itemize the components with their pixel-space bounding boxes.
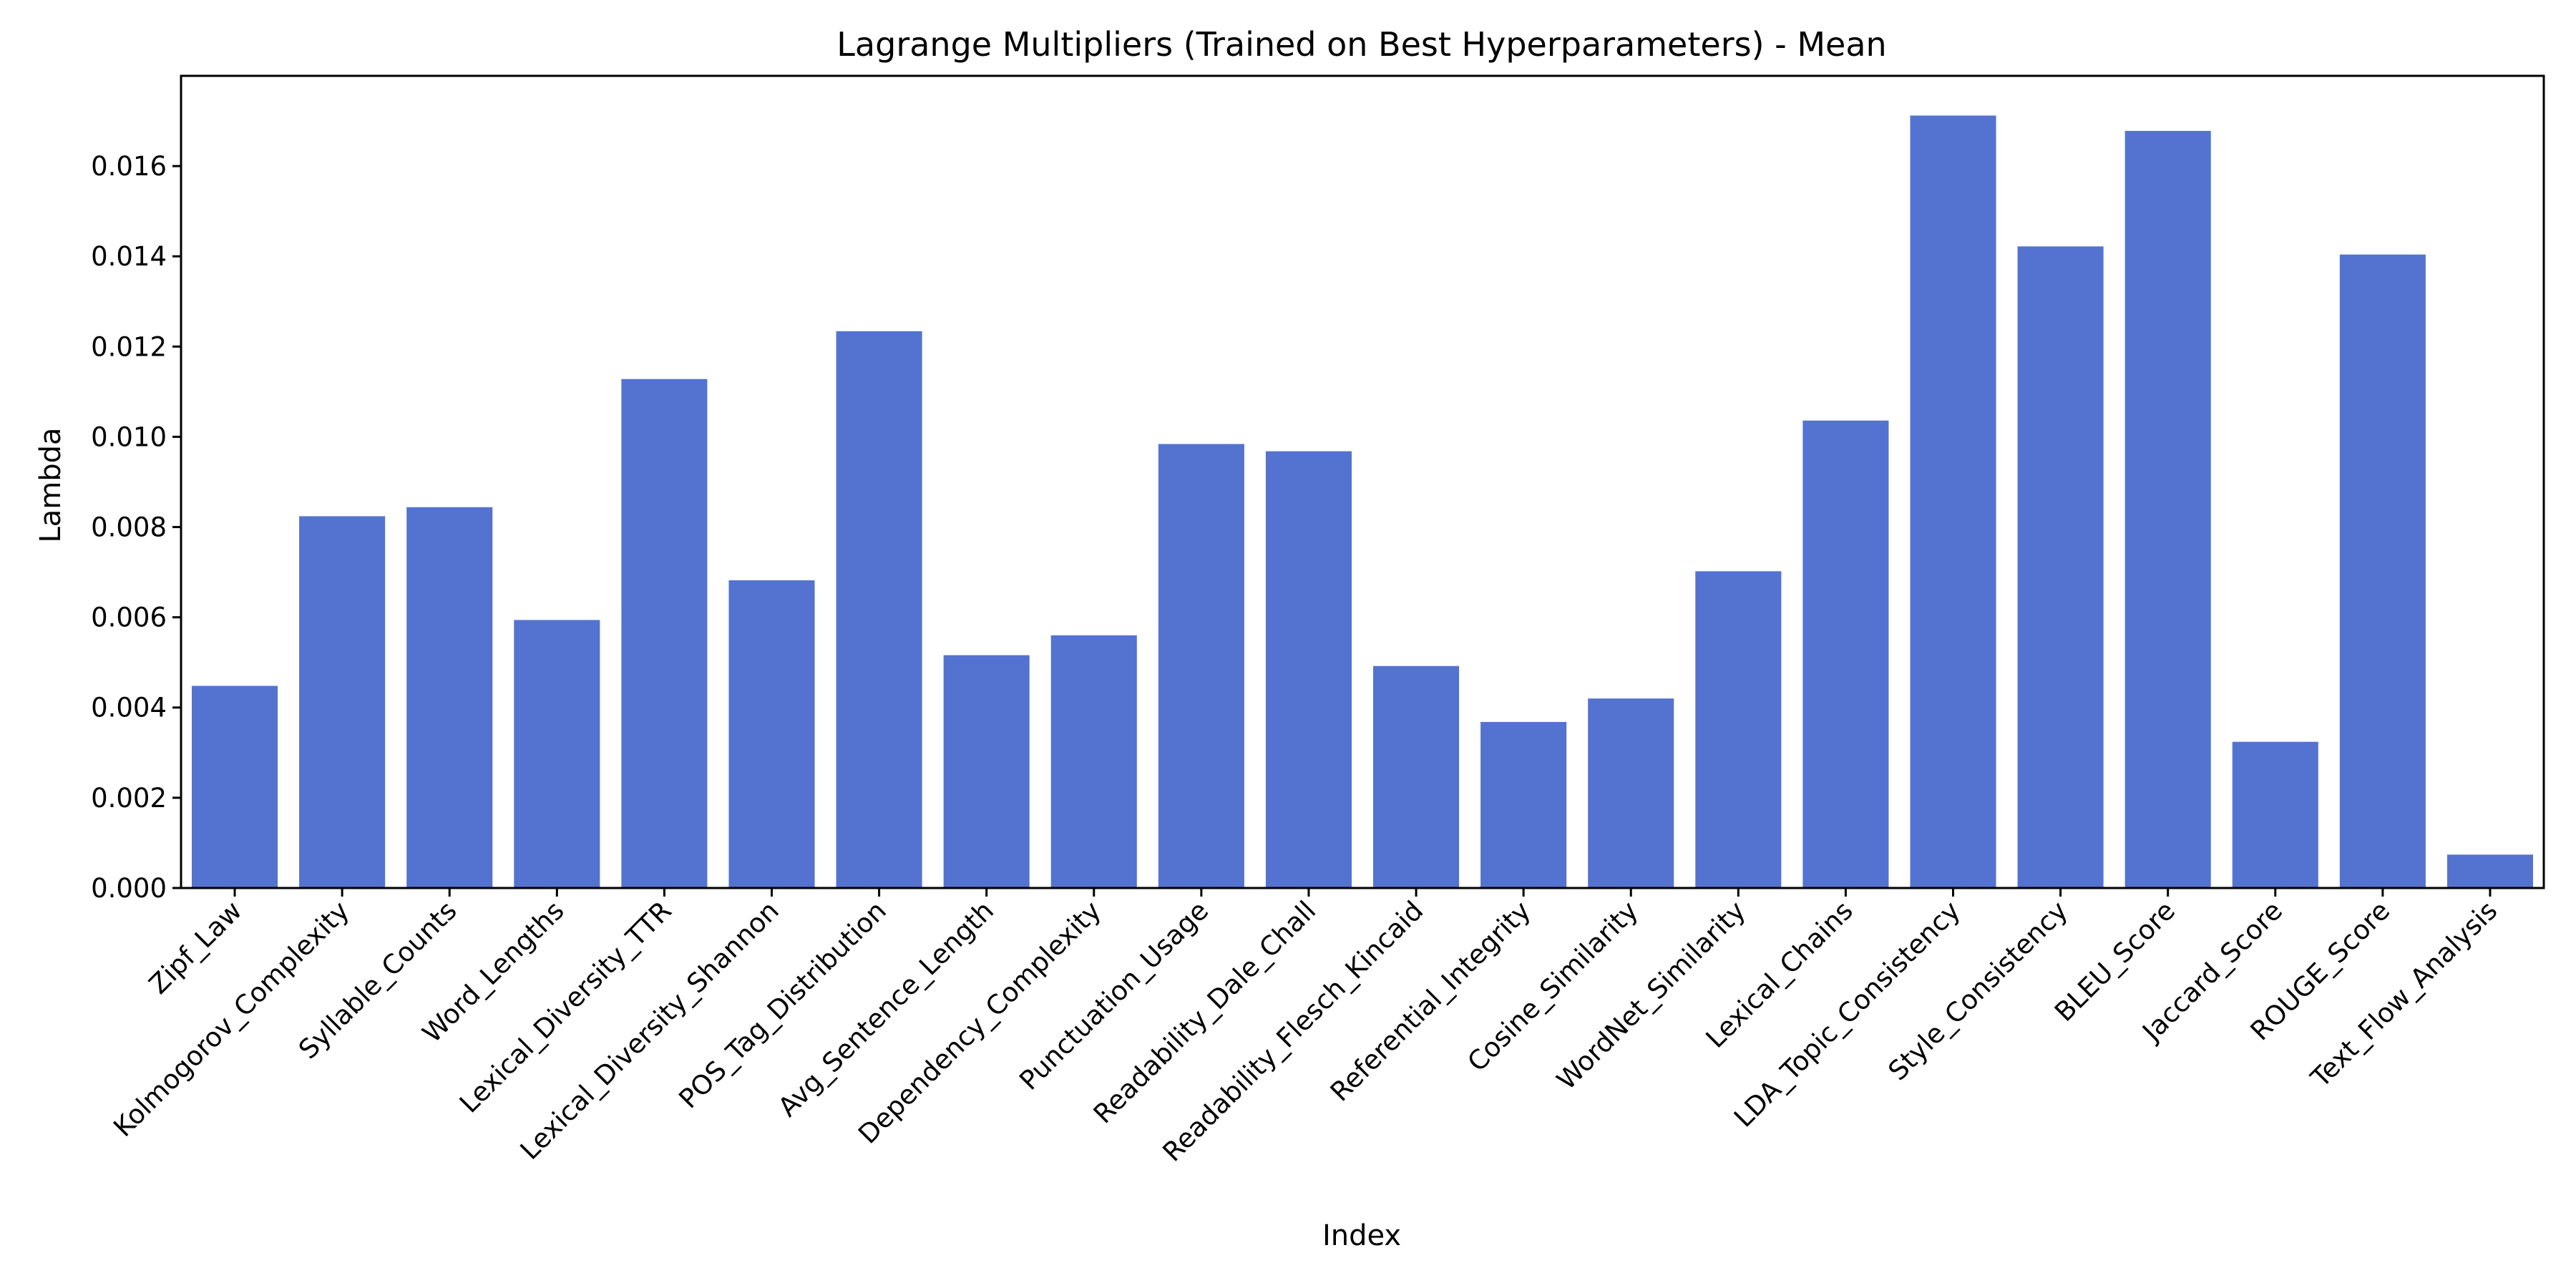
bar-wordnet-similarity (1695, 571, 1782, 888)
y-tick-label: 0.010 (91, 421, 167, 452)
bar-readability-dale-chall (1265, 451, 1352, 888)
x-tick-label: Zipf_Law (143, 895, 248, 1000)
bar-jaccard-score (2232, 741, 2318, 888)
bar-readability-flesch-kincaid (1373, 665, 1460, 888)
y-tick-label: 0.012 (91, 331, 167, 362)
x-tick-label: Text_Flow_Analysis (2305, 895, 2504, 1094)
x-tick-label: Style_Consistency (1883, 895, 2074, 1086)
bar-lexical-diversity-shannon (728, 580, 815, 888)
bar-avg-sentence-length (943, 655, 1030, 888)
y-tick-label: 0.002 (91, 783, 167, 814)
y-tick-label: 0.016 (91, 151, 167, 182)
x-tick-label: POS_Tag_Distribution (673, 895, 892, 1114)
y-tick-label: 0.000 (91, 873, 167, 904)
bar-cosine-similarity (1588, 698, 1674, 888)
bar-referential-integrity (1480, 721, 1567, 888)
y-tick-label: 0.008 (91, 512, 167, 543)
bar-zipf-law (192, 686, 278, 888)
bar-pos-tag-distribution (836, 331, 922, 889)
x-tick-label: Punctuation_Usage (1013, 895, 1214, 1096)
bar-bleu-score (2124, 130, 2211, 889)
x-axis-label: Index (1322, 1219, 1401, 1252)
bar-word-lengths (514, 620, 600, 888)
bar-text-flow-analysis (2446, 854, 2533, 888)
chart-title: Lagrange Multipliers (Trained on Best Hy… (836, 25, 1886, 64)
y-tick-label: 0.014 (91, 241, 167, 272)
plot-frame (180, 74, 2545, 889)
y-ticks-group: 0.000 0.002 0.004 0.006 0.008 0.010 0.012 0.014… (91, 151, 181, 904)
x-tick-label: Readability_Dale_Chall (1088, 895, 1322, 1129)
bar-lda-topic-consistency (1910, 115, 1996, 888)
y-tick-label: 0.006 (91, 602, 167, 633)
bar-punctuation-usage (1158, 444, 1244, 888)
y-tick-label: 0.004 (91, 693, 167, 723)
bar-rouge-score (2339, 254, 2426, 888)
x-tick-label: Referential_Integrity (1324, 895, 1537, 1108)
x-tick-label: Lexical_Diversity_TTR (454, 895, 678, 1119)
bar-lexical-diversity-ttr (621, 379, 708, 888)
bars-group (192, 115, 2533, 889)
bar-lexical-chains (1802, 420, 1889, 888)
bar-dependency-complexity (1050, 635, 1137, 888)
y-axis-label: Lambda (34, 427, 67, 542)
x-tick-label: LDA_Topic_Consistency (1728, 895, 1966, 1133)
x-ticks-group: Zipf_LawKolmogorov_ComplexitySyllable_Co… (107, 888, 2503, 1168)
bar-style-consistency (2017, 246, 2104, 889)
bar-kolmogorov-complexity (299, 516, 386, 888)
x-tick-label: WordNet_Similarity (1551, 895, 1751, 1096)
x-tick-label: Avg_Sentence_Length (772, 895, 1000, 1123)
bar-syllable-counts (406, 507, 493, 888)
